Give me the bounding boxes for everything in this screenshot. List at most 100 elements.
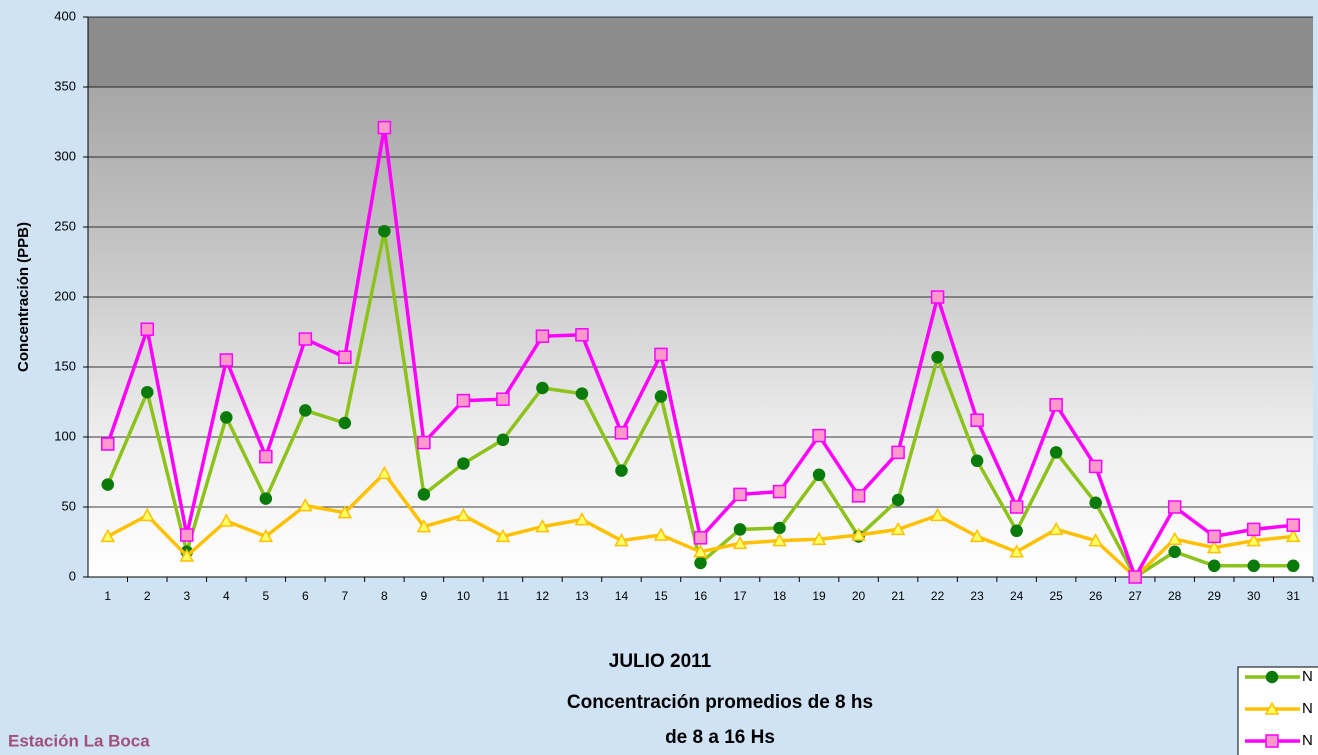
data-point [971, 414, 983, 426]
x-tick-label: 21 [891, 589, 905, 603]
data-point [814, 469, 825, 480]
data-point [457, 395, 469, 407]
x-tick-label: 17 [733, 589, 747, 603]
x-tick-label: 8 [381, 589, 388, 603]
data-point [655, 391, 666, 402]
x-tick-label: 30 [1247, 589, 1261, 603]
data-point [1090, 460, 1102, 472]
data-point [1169, 546, 1180, 557]
y-tick-label: 100 [54, 428, 76, 443]
data-point [497, 393, 509, 405]
data-point [735, 524, 746, 535]
plot-band [88, 17, 1313, 87]
data-point [299, 333, 311, 345]
y-axis-label: Concentración (PPB) [15, 222, 32, 372]
y-tick-label: 400 [54, 8, 76, 23]
legend-label: N [1302, 700, 1313, 717]
legend-marker [1267, 672, 1278, 683]
data-point [221, 412, 232, 423]
data-point [1208, 530, 1220, 542]
title-line: de 8 a 16 Hs [665, 727, 775, 748]
data-point [1050, 399, 1062, 411]
x-tick-label: 13 [575, 589, 589, 603]
data-point [537, 383, 548, 394]
data-point [853, 490, 865, 502]
legend-label: N [1302, 668, 1313, 685]
data-point [260, 451, 272, 463]
data-point [142, 387, 153, 398]
x-tick-label: 24 [1010, 589, 1024, 603]
x-tick-label: 28 [1168, 589, 1182, 603]
data-point [774, 486, 786, 498]
legend-marker [1266, 735, 1278, 747]
title-line: JULIO 2011 [609, 651, 712, 672]
data-point [1288, 560, 1299, 571]
data-point [1011, 525, 1022, 536]
data-point [379, 226, 390, 237]
data-point [695, 558, 706, 569]
x-tick-label: 22 [931, 589, 945, 603]
x-tick-label: 19 [812, 589, 826, 603]
data-point [1011, 501, 1023, 513]
data-point [102, 479, 113, 490]
x-tick-label: 9 [421, 589, 428, 603]
data-point [1051, 447, 1062, 458]
data-point [1129, 571, 1141, 583]
data-point [1209, 560, 1220, 571]
data-point [615, 427, 627, 439]
data-point [1287, 519, 1299, 531]
x-tick-label: 26 [1089, 589, 1103, 603]
data-point [774, 523, 785, 534]
y-tick-label: 250 [54, 218, 76, 233]
y-tick-label: 150 [54, 358, 76, 373]
x-tick-label: 4 [223, 589, 230, 603]
station-label: Estación La Boca [8, 731, 150, 750]
data-point [458, 458, 469, 469]
x-tick-label: 14 [615, 589, 629, 603]
data-point [339, 418, 350, 429]
title-line: Concentración promedios de 8 hs [567, 692, 873, 713]
data-point [1169, 501, 1181, 513]
x-tick-label: 27 [1128, 589, 1142, 603]
data-point [655, 348, 667, 360]
page: {"chart_data": {"type": "line", "title_l… [0, 0, 1318, 755]
data-point [734, 488, 746, 500]
data-point [932, 352, 943, 363]
y-tick-label: 350 [54, 78, 76, 93]
y-tick-label: 300 [54, 148, 76, 163]
data-point [536, 330, 548, 342]
x-tick-label: 23 [970, 589, 984, 603]
x-tick-label: 2 [144, 589, 151, 603]
data-point [418, 489, 429, 500]
data-point [576, 329, 588, 341]
data-point [695, 532, 707, 544]
data-point [1090, 497, 1101, 508]
data-point [893, 495, 904, 506]
x-tick-label: 20 [852, 589, 866, 603]
data-point [378, 122, 390, 134]
data-point [181, 529, 193, 541]
x-tick-label: 16 [694, 589, 708, 603]
x-tick-label: 5 [262, 589, 269, 603]
y-tick-label: 0 [69, 568, 76, 583]
data-point [497, 434, 508, 445]
data-point [1248, 523, 1260, 535]
data-point [141, 323, 153, 335]
x-tick-label: 25 [1049, 589, 1063, 603]
data-point [418, 437, 430, 449]
x-tick-label: 3 [183, 589, 190, 603]
data-point [260, 493, 271, 504]
data-point [932, 291, 944, 303]
data-point [1248, 560, 1259, 571]
x-tick-label: 1 [104, 589, 111, 603]
x-tick-label: 10 [457, 589, 471, 603]
x-tick-label: 7 [342, 589, 349, 603]
y-tick-label: 50 [62, 498, 76, 513]
data-point [972, 455, 983, 466]
x-tick-label: 15 [654, 589, 668, 603]
data-point [300, 405, 311, 416]
data-point [616, 465, 627, 476]
data-point [220, 354, 232, 366]
data-point [339, 351, 351, 363]
data-point [813, 430, 825, 442]
